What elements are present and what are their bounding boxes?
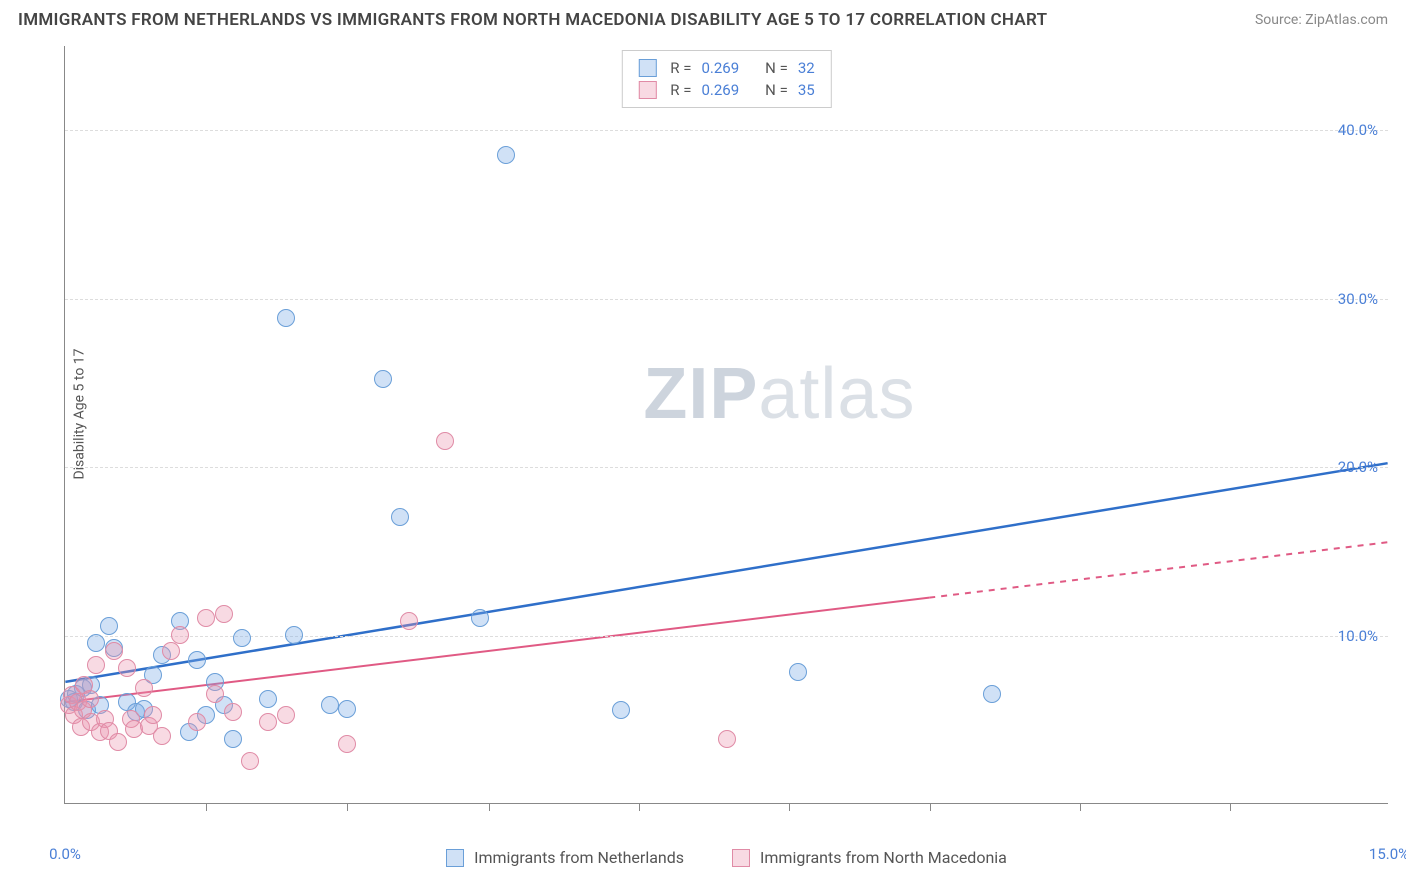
data-point [197, 609, 215, 627]
data-point [400, 612, 418, 630]
x-tick [1080, 803, 1081, 811]
plot-area: ZIPatlas R = 0.269 N = 32 R = 0.269 N = … [64, 46, 1388, 804]
data-point [206, 685, 224, 703]
legend-series: Immigrants from Netherlands Immigrants f… [65, 848, 1388, 867]
legend-row-series-2: R = 0.269 N = 35 [638, 79, 814, 101]
data-point [144, 706, 162, 724]
y-tick-label: 10.0% [1338, 627, 1378, 645]
data-point [612, 701, 630, 719]
data-point [188, 651, 206, 669]
data-point [224, 730, 242, 748]
y-tick-label: 30.0% [1338, 290, 1378, 308]
x-tick-label: 15.0% [1369, 845, 1406, 863]
data-point [497, 146, 515, 164]
data-point [135, 679, 153, 697]
chart-title: IMMIGRANTS FROM NETHERLANDS VS IMMIGRANT… [18, 10, 1047, 30]
gridline-h [65, 299, 1388, 300]
data-point [259, 690, 277, 708]
gridline-h [65, 130, 1388, 131]
data-point [100, 617, 118, 635]
y-tick-label: 40.0% [1338, 121, 1378, 139]
x-tick [639, 803, 640, 811]
data-point [105, 642, 123, 660]
data-point [436, 432, 454, 450]
x-tick [930, 803, 931, 811]
x-tick [206, 803, 207, 811]
data-point [983, 685, 1001, 703]
x-tick-label: 0.0% [49, 845, 81, 863]
data-point [162, 642, 180, 660]
data-point [321, 696, 339, 714]
data-point [87, 634, 105, 652]
data-point [224, 703, 242, 721]
legend-swatch-bottom-1 [446, 849, 464, 867]
data-point [153, 727, 171, 745]
legend-swatch-bottom-2 [732, 849, 750, 867]
data-point [391, 508, 409, 526]
x-tick [347, 803, 348, 811]
gridline-h [65, 636, 1388, 637]
data-point [109, 733, 127, 751]
data-point [118, 659, 136, 677]
x-tick [789, 803, 790, 811]
data-point [215, 605, 233, 623]
legend-row-series-1: R = 0.269 N = 32 [638, 57, 814, 79]
data-point [718, 730, 736, 748]
legend-item-2: Immigrants from North Macedonia [732, 848, 1007, 867]
data-point [188, 713, 206, 731]
data-point [81, 690, 99, 708]
x-tick [1230, 803, 1231, 811]
data-point [87, 656, 105, 674]
source-label: Source: ZipAtlas.com [1255, 12, 1388, 28]
data-point [285, 626, 303, 644]
gridline-h [65, 467, 1388, 468]
data-point [338, 700, 356, 718]
data-point [241, 752, 259, 770]
data-point [277, 706, 295, 724]
data-point [277, 309, 295, 327]
legend-swatch-2 [638, 81, 656, 99]
data-point [789, 663, 807, 681]
legend-item-1: Immigrants from Netherlands [446, 848, 684, 867]
data-point [171, 626, 189, 644]
legend-correlation: R = 0.269 N = 32 R = 0.269 N = 35 [621, 50, 831, 108]
data-point [259, 713, 277, 731]
x-tick [489, 803, 490, 811]
data-point [471, 609, 489, 627]
y-tick-label: 20.0% [1338, 458, 1378, 476]
data-point [233, 629, 251, 647]
data-point [338, 735, 356, 753]
data-point [374, 370, 392, 388]
legend-swatch-1 [638, 59, 656, 77]
chart-container: Disability Age 5 to 17 ZIPatlas R = 0.26… [48, 46, 1388, 844]
watermark: ZIPatlas [643, 353, 915, 435]
